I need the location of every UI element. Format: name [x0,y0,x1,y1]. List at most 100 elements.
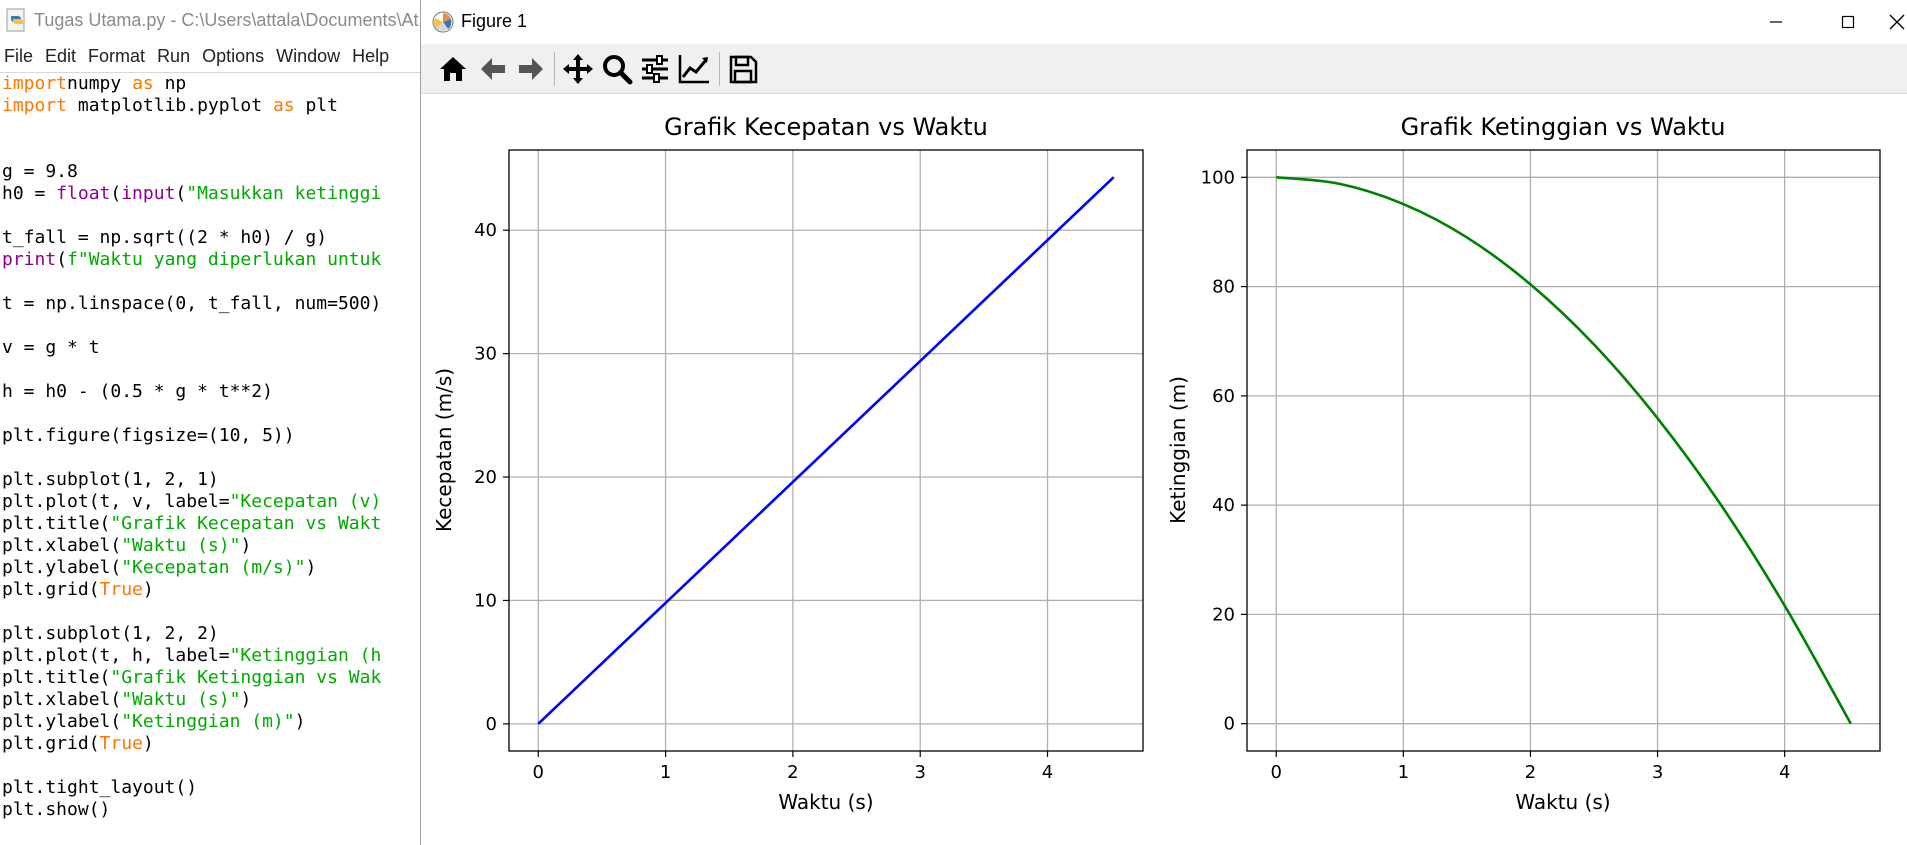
configure-subplots-button[interactable] [635,50,675,88]
code-token: plt.tight_layout() [2,777,198,798]
code-line: plt.subplot(1, 2, 1) [2,469,381,491]
code-token: plt.grid( [2,733,100,754]
matplotlib-logo-icon [431,10,455,34]
code-line [2,359,381,381]
maximize-icon [1841,15,1855,29]
x-tick-label: 1 [1398,762,1409,783]
code-line: v = g * t [2,337,381,359]
y-tick-label: 10 [474,590,497,611]
code-line: t = np.linspace(0, t_fall, num=500) [2,293,381,315]
y-tick-label: 80 [1212,277,1235,298]
code-token: ) [142,579,154,600]
code-line: plt.ylabel("Kecepatan (m/s)") [2,557,381,579]
editor-divider [0,72,420,73]
back-button[interactable] [473,50,513,88]
code-token: import [2,73,68,94]
code-token: numpy [67,73,133,94]
navigation-toolbar [421,44,1907,94]
code-token: ( [56,249,68,270]
back-arrow-icon [481,58,505,80]
y-tick-label: 20 [474,467,497,488]
x-tick-label: 2 [1525,762,1536,783]
menu-edit[interactable]: Edit [45,45,77,66]
code-token: plt.subplot(1, 2, 2) [2,623,219,644]
x-axis-label: Waktu (s) [1515,790,1610,814]
zoom-button[interactable] [597,50,637,88]
code-token: "Waktu (s)" [121,689,241,710]
axes-frame [508,149,1144,752]
figure-title-bar: Figure 1 [421,0,1907,44]
axes-frame [1246,149,1881,752]
code-token: True [99,579,143,600]
code-token: float [56,183,111,204]
code-line: importnumpy as np [2,73,381,95]
code-line: g = 9.8 [2,161,381,183]
subplots-config-icon [642,55,668,83]
menu-file[interactable]: File [4,45,34,66]
menu-window[interactable]: Window [276,45,341,66]
menu-help[interactable]: Help [352,45,390,66]
figure-title: Figure 1 [461,11,528,31]
idle-editor-window: Tugas Utama.py - C:\Users\attala\Documen… [0,0,420,845]
code-token: "Waktu (s)" [121,535,241,556]
pan-button[interactable] [558,50,598,88]
grid-lines [509,150,1143,751]
close-icon [1889,14,1904,30]
code-token: as [132,73,154,94]
toolbar-separator [554,52,555,86]
y-axis-label: Kecepatan (m/s) [432,368,456,532]
plot-lines [1276,176,1852,725]
code-line: print(f"Waktu yang diperlukan untuk [2,249,381,271]
y-tick-label: 20 [1212,604,1235,625]
maximize-button[interactable] [1813,0,1883,44]
close-button[interactable] [1885,0,1907,44]
menu-run[interactable]: Run [157,45,191,66]
code-token: as [272,95,295,116]
code-token: ) [240,689,252,710]
editor-menu-bar: File Edit Format Run Options Window Help [0,42,420,70]
code-line: plt.show() [2,799,381,821]
menu-format[interactable]: Format [88,45,146,66]
code-token: ) [305,557,317,578]
minimize-button[interactable] [1741,0,1811,44]
toolbar-separator [719,52,720,86]
code-token: v = g * t [2,337,100,358]
code-line: plt.figure(figsize=(10, 5)) [2,425,381,447]
code-token: plt.title( [2,513,111,534]
menu-options[interactable]: Options [202,45,265,66]
forward-button[interactable] [511,50,551,88]
code-line [2,271,381,293]
grid-lines [1247,150,1880,751]
code-token: plt.show() [2,799,111,820]
code-line: plt.xlabel("Waktu (s)") [2,689,381,711]
code-editor[interactable]: importnumpy as np import matplotlib.pyplo… [2,73,381,821]
code-token: print [2,249,57,270]
code-token: "Ketinggian (h [229,645,382,666]
python-file-icon [4,7,30,33]
code-line: plt.title("Grafik Ketinggian vs Wak [2,667,381,689]
code-token: plt.grid( [2,579,100,600]
code-line: plt.subplot(1, 2, 2) [2,623,381,645]
code-token: g = 9.8 [2,161,78,182]
code-line [2,205,381,227]
code-token: plt.plot(t, v, label= [2,491,230,512]
code-token: f"Waktu yang diperlukan untuk [67,249,382,270]
x-axis-label: Waktu (s) [778,790,873,814]
save-button[interactable] [723,50,763,88]
y-tick-label: 40 [474,220,497,241]
edit-axis-button[interactable] [674,50,714,88]
code-line: h = h0 - (0.5 * g * t**2) [2,381,381,403]
code-line [2,403,381,425]
x-tick-label: 0 [533,762,544,783]
code-line [2,601,381,623]
code-line [2,755,381,777]
x-tick-label: 2 [787,762,798,783]
code-line: plt.plot(t, h, label="Ketinggian (h [2,645,381,667]
home-button[interactable] [433,50,473,88]
code-line [2,315,381,337]
y-tick-label: 40 [1212,495,1235,516]
code-token: np [153,73,187,94]
